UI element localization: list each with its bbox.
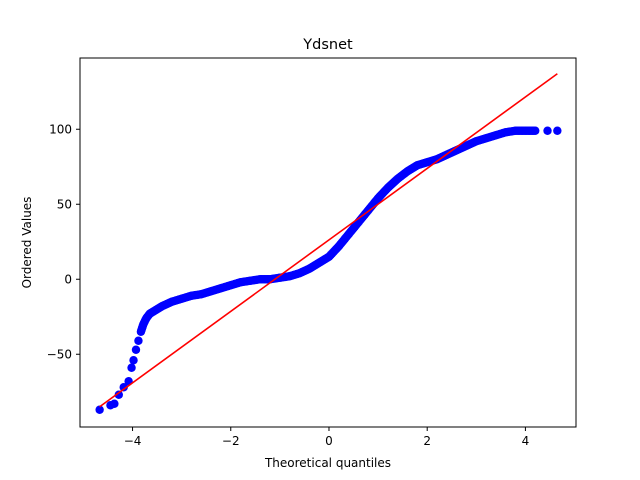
x-axis-label: Theoretical quantiles [264, 456, 391, 470]
y-tick-label: 0 [64, 272, 72, 286]
x-tick-label: 0 [325, 434, 333, 448]
y-axis-label: Ordered Values [20, 197, 34, 289]
data-point [127, 363, 136, 372]
data-point [129, 356, 138, 365]
data-point [119, 383, 128, 392]
data-point [531, 126, 540, 135]
plot-area [79, 57, 577, 428]
x-axis: −4 −2 0 2 4 [124, 427, 530, 448]
data-point [543, 126, 552, 135]
y-tick-label: 100 [49, 122, 72, 136]
data-point [131, 345, 141, 354]
data-marks [95, 73, 562, 414]
y-tick-label: 50 [57, 197, 72, 211]
x-tick-label: −2 [222, 434, 240, 448]
x-tick-label: −4 [124, 434, 142, 448]
data-point [110, 399, 119, 408]
chart-title: Ydsnet [302, 37, 353, 53]
axes-frame [79, 57, 577, 428]
x-tick-label: 4 [522, 434, 530, 448]
data-point [134, 336, 143, 345]
y-axis: −50 0 50 100 [47, 122, 80, 361]
data-point [95, 405, 104, 414]
data-point [114, 390, 124, 399]
y-tick-label: −50 [47, 347, 72, 361]
data-point [553, 126, 562, 135]
x-tick-label: 2 [423, 434, 431, 448]
fit-line [99, 73, 558, 408]
